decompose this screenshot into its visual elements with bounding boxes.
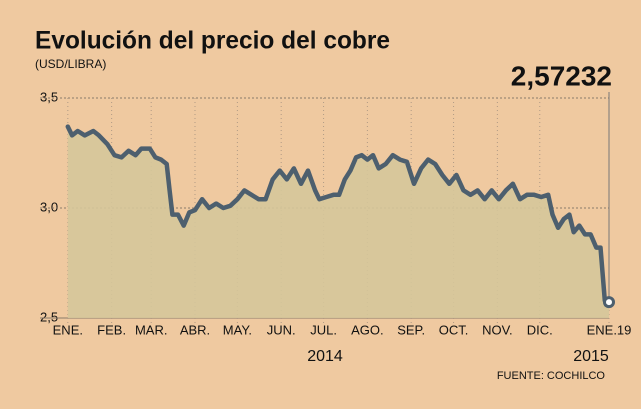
source: FUENTE: COCHILCO — [497, 370, 606, 382]
x-tick-label: NOV. — [482, 322, 513, 337]
x-tick-label: DIC. — [527, 322, 553, 337]
x-tick-label: ENE. — [53, 322, 83, 337]
end-marker — [603, 296, 615, 309]
x-tick-label: FEB. — [97, 322, 126, 337]
year-label: 2015 — [573, 348, 609, 365]
year-label: 2014 — [307, 348, 343, 365]
y-tick-label: 2,5 — [40, 309, 58, 324]
x-tick-label: SEP. — [397, 322, 425, 337]
line — [65, 124, 612, 308]
x-tick-label: AGO. — [351, 322, 384, 337]
x-tick-label: MAR. — [135, 322, 168, 337]
value-label: 2,57232 — [511, 60, 612, 91]
x-tick-label: ENE.19 — [587, 322, 632, 337]
x-tick-label: OCT. — [439, 322, 469, 337]
chart-title: Evolución del precio del cobre — [35, 27, 390, 55]
x-tick-label: JUN. — [267, 322, 296, 337]
x-tick-label: JUL. — [310, 322, 337, 337]
area — [67, 126, 610, 318]
y-tick-label: 3,5 — [40, 89, 58, 104]
x-tick-label: MAY. — [223, 322, 252, 337]
x-tick-label: ABR. — [180, 322, 210, 337]
y-tick-label: 3,0 — [40, 199, 58, 214]
chart-subtitle: (USD/LIBRA) — [35, 57, 106, 71]
